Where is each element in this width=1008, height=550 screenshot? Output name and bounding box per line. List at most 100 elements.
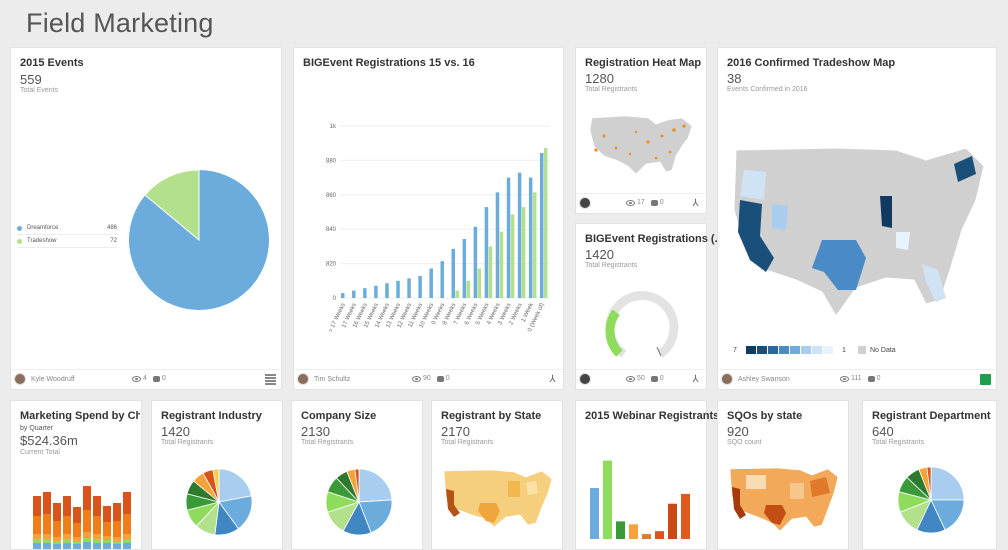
stacked-bar-segment[interactable] bbox=[113, 503, 121, 521]
bar[interactable] bbox=[418, 275, 422, 298]
stacked-bar-segment[interactable] bbox=[63, 516, 71, 534]
bar[interactable] bbox=[506, 177, 511, 298]
bar[interactable] bbox=[488, 246, 493, 298]
stacked-bar-segment[interactable] bbox=[43, 514, 51, 534]
card-registrant-by-state[interactable]: Registrant by State 2170 Total Registran… bbox=[431, 400, 563, 550]
bar[interactable] bbox=[616, 521, 625, 539]
marketing-spend-stacked-bars[interactable] bbox=[33, 463, 143, 550]
card-registrant-department[interactable]: Registrant Department 640 Total Registra… bbox=[862, 400, 997, 550]
stacked-bar-segment[interactable] bbox=[73, 537, 81, 541]
stacked-bar-segment[interactable] bbox=[73, 541, 81, 544]
bar[interactable] bbox=[451, 248, 456, 298]
card-sqos-by-state[interactable]: SQOs by state 920 SQO count bbox=[717, 400, 849, 550]
bar[interactable] bbox=[590, 488, 599, 539]
stacked-bar-segment[interactable] bbox=[93, 534, 101, 539]
stacked-bar-segment[interactable] bbox=[33, 534, 41, 539]
stacked-bar-segment[interactable] bbox=[123, 539, 131, 543]
list-icon[interactable] bbox=[265, 374, 276, 385]
bar[interactable] bbox=[528, 177, 533, 298]
stacked-bar-segment[interactable] bbox=[53, 537, 61, 541]
sheets-icon[interactable] bbox=[980, 374, 991, 385]
stacked-bar-segment[interactable] bbox=[103, 536, 111, 540]
bar[interactable] bbox=[668, 503, 677, 539]
stacked-bar-segment[interactable] bbox=[33, 496, 41, 516]
bar[interactable] bbox=[385, 283, 389, 298]
pie-slice[interactable] bbox=[218, 468, 252, 503]
stacked-bar-segment[interactable] bbox=[63, 496, 71, 516]
stacked-bar-segment[interactable] bbox=[33, 543, 41, 549]
stacked-bar-segment[interactable] bbox=[33, 516, 41, 534]
stacked-bar-segment[interactable] bbox=[73, 523, 81, 537]
stacked-bar-segment[interactable] bbox=[113, 541, 121, 544]
stacked-bar-segment[interactable] bbox=[113, 537, 121, 541]
comment-icon[interactable] bbox=[867, 375, 875, 382]
bar[interactable] bbox=[396, 280, 400, 298]
sqos-state-map[interactable] bbox=[726, 465, 842, 535]
bar[interactable] bbox=[510, 214, 515, 298]
card-bigevent-gauge[interactable]: BIGEvent Registrations (... 1420 Total R… bbox=[575, 223, 724, 390]
bar[interactable] bbox=[603, 460, 612, 539]
stacked-bar-segment[interactable] bbox=[63, 539, 71, 543]
bar[interactable] bbox=[532, 192, 537, 298]
bar[interactable] bbox=[374, 285, 378, 298]
bar[interactable] bbox=[429, 268, 433, 298]
pie-slice[interactable] bbox=[358, 468, 393, 503]
stacked-bar-segment[interactable] bbox=[73, 507, 81, 523]
stacked-bar-segment[interactable] bbox=[83, 510, 91, 532]
bar[interactable] bbox=[455, 290, 460, 298]
stacked-bar-segment[interactable] bbox=[113, 521, 121, 537]
pie-slice[interactable] bbox=[930, 466, 965, 501]
company-size-pie-chart[interactable] bbox=[324, 467, 394, 537]
stacked-bar-segment[interactable] bbox=[93, 539, 101, 543]
bar[interactable] bbox=[543, 148, 548, 298]
stacked-bar-segment[interactable] bbox=[53, 521, 61, 537]
bar[interactable] bbox=[341, 293, 345, 298]
department-pie-chart[interactable] bbox=[896, 465, 966, 535]
legend-item-dreamforce[interactable]: Dreamforce 486 bbox=[17, 222, 117, 235]
bar[interactable] bbox=[539, 153, 544, 298]
share-icon[interactable]: ⅄ bbox=[692, 374, 699, 385]
comment-icon[interactable] bbox=[152, 375, 160, 382]
stacked-bar-segment[interactable] bbox=[113, 544, 121, 549]
stacked-bar-segment[interactable] bbox=[83, 542, 91, 549]
card-tradeshow-map[interactable]: 2016 Confirmed Tradeshow Map 38 Events C… bbox=[717, 47, 997, 390]
bar[interactable] bbox=[407, 278, 411, 298]
bar[interactable] bbox=[477, 268, 482, 298]
bar[interactable] bbox=[466, 280, 471, 298]
stacked-bar-segment[interactable] bbox=[43, 543, 51, 549]
stacked-bar-segment[interactable] bbox=[93, 496, 101, 516]
stacked-bar-segment[interactable] bbox=[43, 539, 51, 543]
card-company-size[interactable]: Company Size 2130 Total Registrants bbox=[291, 400, 423, 550]
stacked-bar-segment[interactable] bbox=[83, 532, 91, 538]
stacked-bar-segment[interactable] bbox=[123, 543, 131, 549]
stacked-bar-segment[interactable] bbox=[123, 514, 131, 534]
card-registrant-industry[interactable]: Registrant Industry 1420 Total Registran… bbox=[151, 400, 283, 550]
events-pie-chart[interactable] bbox=[127, 168, 272, 313]
industry-pie-chart[interactable] bbox=[184, 467, 254, 537]
bar[interactable] bbox=[655, 531, 664, 539]
heat-map-us[interactable] bbox=[586, 112, 698, 182]
comment-icon[interactable] bbox=[436, 375, 444, 382]
card-marketing-spend[interactable]: Marketing Spend by Cha... by Quarter $52… bbox=[10, 400, 142, 550]
pie-slice[interactable] bbox=[354, 468, 360, 503]
bar[interactable] bbox=[681, 493, 690, 539]
bar[interactable] bbox=[629, 524, 638, 539]
registrant-state-map[interactable] bbox=[440, 467, 556, 531]
stacked-bar-segment[interactable] bbox=[83, 486, 91, 510]
pie-slice[interactable] bbox=[926, 466, 932, 501]
gauge-chart[interactable] bbox=[602, 288, 682, 368]
stacked-bar-segment[interactable] bbox=[43, 534, 51, 539]
bar[interactable] bbox=[642, 534, 651, 539]
stacked-bar-segment[interactable] bbox=[123, 534, 131, 539]
bar[interactable] bbox=[363, 288, 367, 298]
bar[interactable] bbox=[352, 290, 356, 298]
stacked-bar-segment[interactable] bbox=[33, 539, 41, 543]
stacked-bar-segment[interactable] bbox=[63, 543, 71, 549]
stacked-bar-segment[interactable] bbox=[103, 543, 111, 549]
stacked-bar-segment[interactable] bbox=[83, 538, 91, 542]
webinar-bar-chart[interactable] bbox=[590, 457, 700, 541]
stacked-bar-segment[interactable] bbox=[53, 544, 61, 549]
stacked-bar-segment[interactable] bbox=[53, 541, 61, 544]
comment-icon[interactable] bbox=[650, 199, 658, 206]
